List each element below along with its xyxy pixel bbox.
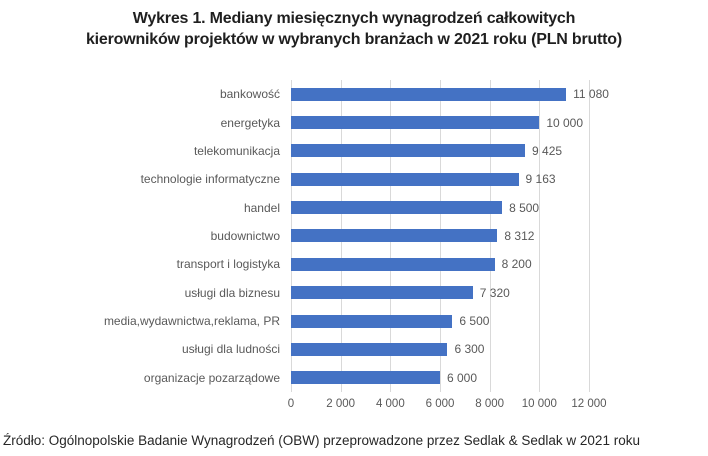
value-label: 6 500 [459,314,490,329]
bar [291,314,453,328]
bar-row: telekomunikacja 9 425 [0,137,708,165]
x-tick-label: 12 000 [571,398,607,410]
bar-row: technologie informatyczne 9 163 [0,165,708,193]
bar-row: usługi dla ludności 6 300 [0,335,708,363]
bar [291,286,473,300]
bar-row: transport i logistyka 8 200 [0,250,708,278]
value-label: 8 312 [504,228,535,243]
category-label: telekomunikacja [193,143,280,158]
gridline [589,80,590,392]
x-tick-label: 0 [287,398,295,410]
category-label: handel [243,200,280,215]
bar [291,229,498,243]
chart-title: Wykres 1. Mediany miesięcznych wynagrodz… [0,8,708,50]
gridline [539,80,541,392]
bar-rows: bankowość 11 080 energetyka 10 000 telekomun… [0,80,708,392]
bar [291,342,448,356]
bar [291,144,526,158]
x-tick-label: 8 000 [475,398,505,410]
value-label: 6 300 [454,342,485,357]
bar-row: energetyka 10 000 [0,108,708,136]
value-label: 8 200 [501,257,532,272]
value-label: 11 080 [573,87,609,102]
value-label: 6 000 [447,370,478,385]
x-tick-label: 6 000 [425,398,455,410]
category-label: energetyka [220,115,280,130]
bar-row: media,wydawnictwa,reklama, PR 6 500 [0,307,708,335]
bar [291,201,503,215]
value-label: 9 163 [525,172,556,187]
value-label: 7 320 [479,285,510,300]
category-label: technologie informatyczne [140,172,280,187]
bar [291,87,567,101]
value-label: 9 425 [532,143,563,158]
bar [291,371,440,385]
category-label: transport i logistyka [176,257,280,272]
value-label: 10 000 [546,115,584,130]
bar-row: handel 8 500 [0,193,708,221]
bar [291,257,495,271]
x-axis: 0 2 000 4 000 6 000 8 000 10 000 12 000 [0,398,708,414]
chart-title-line-2: kierowników projektów w wybranych branża… [85,31,623,48]
category-label: media,wydawnictwa,reklama, PR [103,314,280,329]
value-label: 8 500 [509,200,540,215]
category-label: organizacje pozarządowe [143,370,280,385]
chart-title-line-1: Wykres 1. Mediany miesięcznych wynagrodz… [132,10,576,27]
bar [291,116,540,130]
source-note: Źródło: Ogólnopolskie Badanie Wynagrodze… [3,433,640,448]
category-label: usługi dla ludności [181,342,280,357]
category-label: budownictwo [210,228,280,243]
bar-row: usługi dla biznesu 7 320 [0,279,708,307]
category-label: bankowość [219,87,280,102]
bar-row: bankowość 11 080 [0,80,708,108]
bar [291,172,519,186]
x-tick-label: 2 000 [326,398,356,410]
category-label: usługi dla biznesu [184,285,280,300]
x-tick-label: 4 000 [375,398,405,410]
x-tick-label: 10 000 [521,398,557,410]
bar-row: budownictwo 8 312 [0,222,708,250]
bar-row: organizacje pozarządowe 6 000 [0,364,708,392]
